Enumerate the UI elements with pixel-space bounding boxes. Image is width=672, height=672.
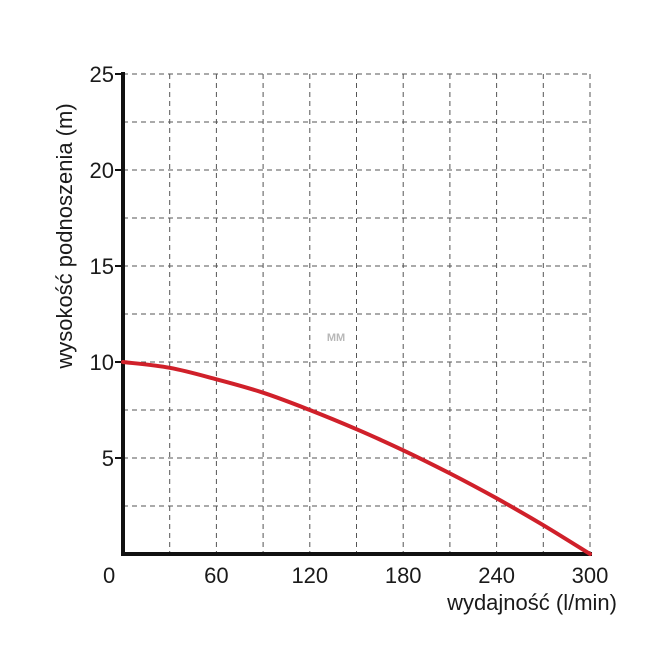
x-tick-label: 120 [291, 563, 328, 588]
grid [123, 73, 591, 554]
y-tick-label: 5 [102, 446, 114, 471]
y-tick-label: 15 [90, 254, 114, 279]
y-tick-label: 10 [90, 350, 114, 375]
y-axis-title: wysokość podnoszenia (m) [52, 103, 77, 369]
x-tick-label: 240 [478, 563, 515, 588]
y-tick-label: 25 [90, 62, 114, 87]
x-tick-label: 0 [103, 563, 115, 588]
pump-curve-line [121, 360, 592, 556]
x-tick-label: 180 [385, 563, 422, 588]
series-layer [121, 360, 592, 556]
y-tick-label: 20 [90, 158, 114, 183]
watermark: MM [327, 332, 345, 344]
x-tick-label: 60 [204, 563, 228, 588]
x-axis-title: wydajność (l/min) [446, 590, 617, 615]
x-tick-label: 300 [572, 563, 609, 588]
axes [115, 72, 592, 556]
labels-layer: 0 60 120 180 240 300 5 10 15 20 25 wydajność (l/min… [52, 62, 617, 615]
